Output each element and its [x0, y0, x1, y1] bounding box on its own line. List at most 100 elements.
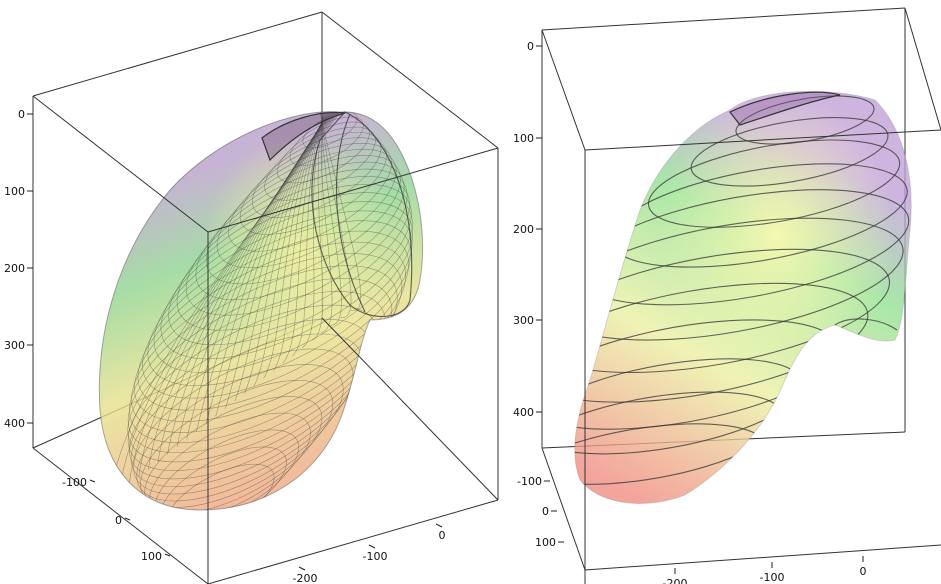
- mesh-line: [205, 111, 333, 425]
- horizontal-tick-mark: [368, 544, 376, 549]
- mesh-line: [133, 241, 407, 422]
- mesh-line: [263, 111, 328, 379]
- mesh-line: [185, 168, 408, 316]
- mesh-line: [292, 111, 326, 356]
- box-edge: [584, 129, 941, 151]
- depth-tick-label: -100: [62, 476, 87, 489]
- vertical-tick-label: 0: [527, 40, 534, 53]
- horizontal-tick-mark: [298, 566, 306, 571]
- horizontal-tick-label: 0: [439, 529, 446, 542]
- mesh-line: [148, 111, 338, 470]
- vertical-tick-label: 300: [513, 314, 534, 327]
- contour-line: [574, 248, 891, 374]
- box-edge: [541, 447, 586, 571]
- vertical-tick-label: 200: [513, 223, 534, 236]
- mesh-line: [253, 111, 329, 387]
- mesh-line: [127, 291, 386, 463]
- vertical-tick-label: 0: [18, 108, 25, 121]
- contour-line: [690, 117, 889, 187]
- surface-plot-right-svg: 0 100 200 300 400 -100 0 100 -200 -100 0: [513, 7, 941, 584]
- box-edge: [207, 147, 499, 233]
- axis-ticks-left: 0 100 200 300 400 -100 0 100 0 -100 -200: [4, 108, 446, 584]
- contour-line: [647, 139, 901, 228]
- contour-line: [834, 318, 898, 331]
- horizontal-tick-label: 0: [860, 565, 867, 578]
- contour-line: [574, 217, 904, 341]
- mesh-line: [195, 161, 405, 301]
- mesh-line: [196, 111, 334, 432]
- mesh-line: [127, 277, 393, 453]
- mesh-line: [302, 111, 358, 149]
- mesh-line: [153, 201, 413, 373]
- depth-tick-mark: [89, 479, 96, 483]
- box-edge: [32, 95, 209, 233]
- box-edge: [321, 11, 499, 149]
- vertical-tick-label: 400: [4, 417, 25, 430]
- lobe-outline: [311, 111, 413, 317]
- horizontal-tick-label: -100: [363, 550, 388, 563]
- depth-tick-label: -100: [517, 475, 542, 488]
- mesh-line: [160, 192, 413, 360]
- box-edge: [32, 11, 323, 97]
- top-rim: [729, 91, 841, 126]
- mesh-line: [109, 111, 341, 501]
- mesh-line: [119, 111, 340, 493]
- mesh-line: [167, 111, 336, 455]
- mesh-line: [142, 220, 412, 399]
- surface-plot-left-svg: 0 100 200 300 400 -100 0 100 0 -100 -200: [4, 11, 499, 584]
- mesh-line: [216, 148, 397, 269]
- top-rim: [261, 111, 346, 162]
- mesh-line: [244, 111, 330, 394]
- box-edge: [541, 29, 586, 151]
- surface-plot-right[interactable]: 0 100 200 300 400 -100 0 100 -200 -100 0: [505, 0, 941, 584]
- mesh-line: [128, 111, 339, 485]
- depth-tick-label: 0: [115, 514, 122, 527]
- mesh-line: [319, 111, 362, 311]
- horizontal-tick-mark: [435, 523, 443, 528]
- lobe-outline: [336, 113, 366, 313]
- mesh-line: [311, 111, 324, 341]
- vertical-tick-label: 300: [4, 339, 25, 352]
- vertical-tick-label: 100: [513, 132, 534, 145]
- mesh-line: [320, 111, 352, 318]
- surface-right: [574, 90, 912, 504]
- mesh-line: [133, 348, 354, 495]
- mesh-line: [130, 333, 363, 488]
- box-edge: [207, 499, 499, 584]
- mesh-line: [176, 111, 335, 447]
- surface-plot-left[interactable]: 0 100 200 300 400 -100 0 100 0 -100 -200: [0, 0, 500, 584]
- mesh-line: [138, 111, 338, 478]
- mesh-line: [239, 137, 387, 235]
- axis-ticks-right: 0 100 200 300 400 -100 0 100 -200 -100 0: [513, 40, 867, 584]
- mesh-line: [224, 111, 331, 409]
- mesh-line: [129, 265, 398, 444]
- depth-tick-mark: [124, 517, 131, 521]
- horizontal-tick-label: -200: [663, 577, 688, 584]
- box-edge: [904, 7, 941, 131]
- mesh-line: [215, 111, 332, 417]
- box-edge: [541, 7, 906, 31]
- mesh-line: [234, 111, 330, 402]
- mesh-line: [321, 111, 342, 326]
- mesh-line: [136, 364, 344, 502]
- box-edge: [321, 317, 499, 501]
- vertical-tick-label: 400: [513, 406, 534, 419]
- depth-tick-label: 100: [535, 536, 556, 549]
- mesh-line: [251, 131, 382, 218]
- mesh-line: [131, 253, 403, 433]
- mesh-line: [272, 111, 327, 371]
- mesh-line: [228, 143, 392, 252]
- box-edge: [32, 447, 209, 584]
- mesh-line: [186, 111, 334, 440]
- depth-tick-label: 0: [542, 505, 549, 518]
- depth-tick-label: 100: [141, 550, 162, 563]
- surface-left: [98, 111, 424, 511]
- mesh-line: [147, 210, 413, 386]
- horizontal-tick-label: -100: [760, 571, 785, 584]
- mesh-line: [289, 116, 364, 166]
- mesh-line: [157, 111, 337, 463]
- vertical-tick-label: 200: [4, 262, 25, 275]
- mesh-line: [168, 183, 412, 346]
- contour-line: [574, 282, 869, 403]
- vertical-tick-label: 100: [4, 185, 25, 198]
